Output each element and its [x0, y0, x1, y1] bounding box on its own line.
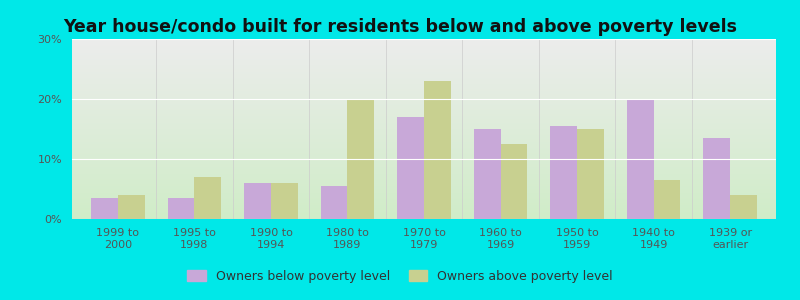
Bar [91, 198, 118, 219]
Bar [474, 129, 501, 219]
Bar [703, 138, 730, 219]
Text: Year house/condo built for residents below and above poverty levels: Year house/condo built for residents bel… [63, 18, 737, 36]
Bar [424, 81, 450, 219]
Bar [654, 180, 680, 219]
Bar [730, 195, 757, 219]
Bar [626, 99, 654, 219]
Legend: Owners below poverty level, Owners above poverty level: Owners below poverty level, Owners above… [182, 265, 618, 288]
Bar [118, 195, 145, 219]
Bar [168, 198, 194, 219]
Bar [271, 183, 298, 219]
Bar [194, 177, 222, 219]
Bar [244, 183, 271, 219]
Bar [347, 99, 374, 219]
Bar [321, 186, 347, 219]
Bar [577, 129, 604, 219]
Bar [550, 126, 577, 219]
Bar [501, 144, 527, 219]
Bar [398, 117, 424, 219]
